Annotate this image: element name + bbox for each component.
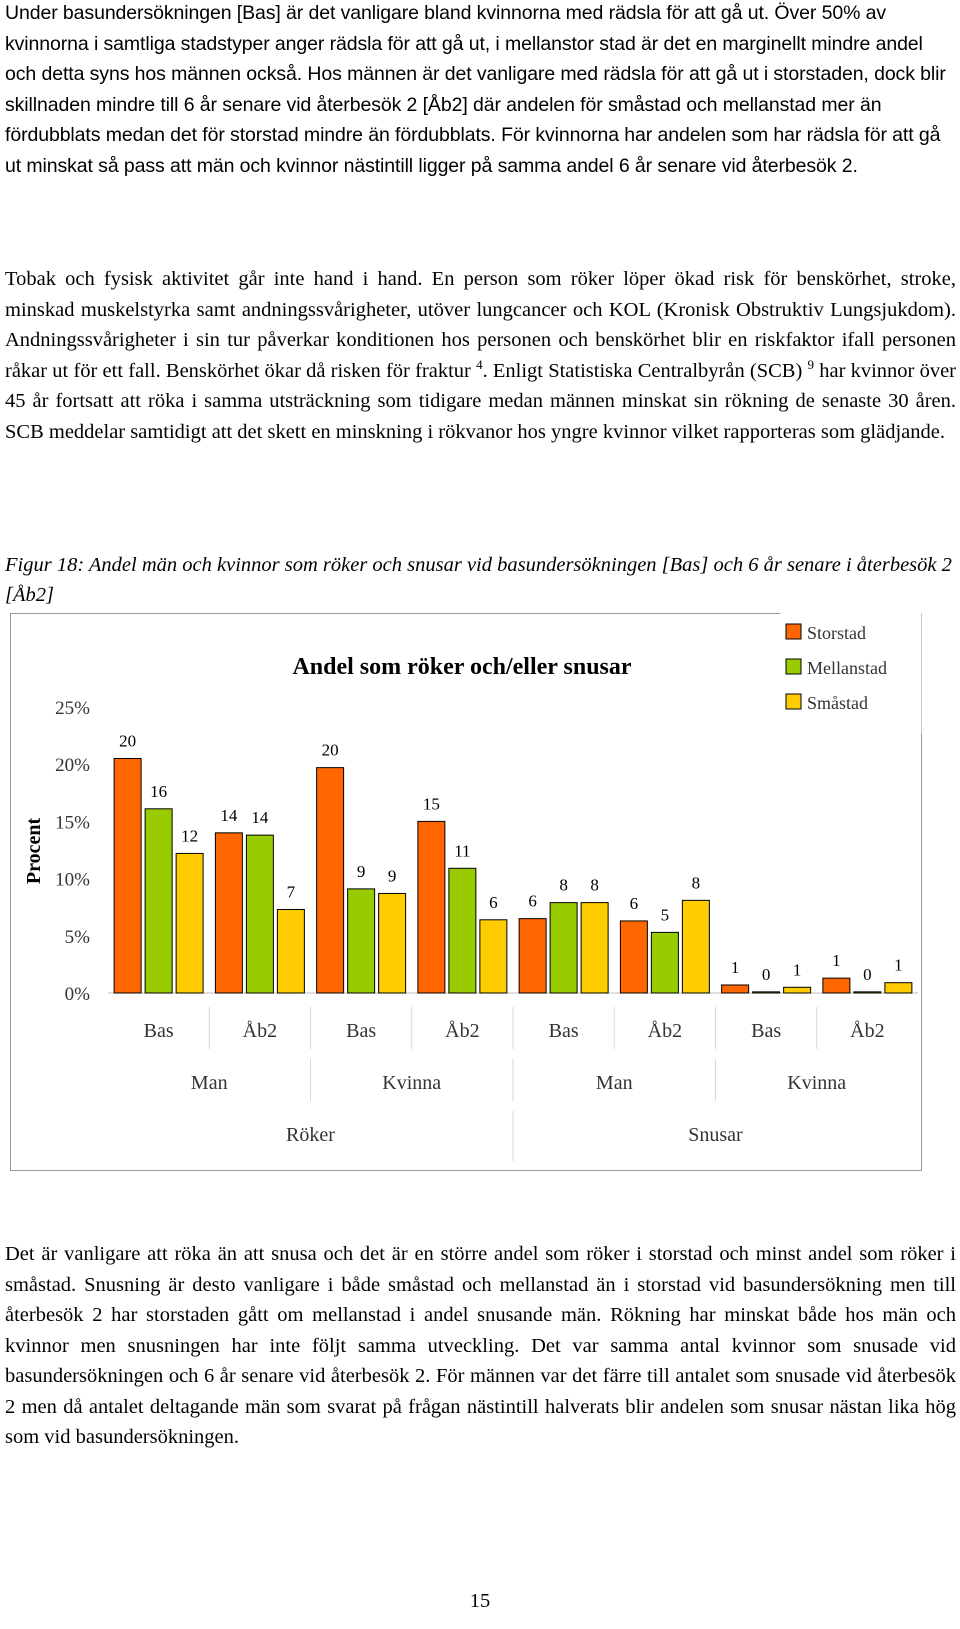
legend-swatch — [785, 623, 802, 640]
bar-value-label: 6 — [528, 892, 537, 911]
reference-4: 4 — [476, 356, 483, 372]
legend-swatch — [785, 693, 802, 710]
bar-value-label: 1 — [731, 958, 740, 977]
x-category-label: Bas — [751, 1020, 781, 1042]
bar-value-label: 16 — [150, 782, 167, 801]
bar — [316, 767, 345, 994]
bar — [417, 820, 446, 994]
bar-value-label: 6 — [489, 893, 498, 912]
legend-label: Storstad — [807, 623, 866, 643]
x-supergroup-label: Snusar — [688, 1124, 743, 1146]
bar — [518, 918, 547, 994]
bar — [175, 852, 204, 994]
bar-value-label: 20 — [119, 731, 136, 750]
bar — [378, 892, 407, 994]
bar-value-label: 1 — [832, 951, 841, 970]
paragraph-tobacco-text-b: . Enligt Statistiska Centralbyrån (SCB) — [482, 359, 808, 382]
reference-9: 9 — [807, 356, 815, 372]
bar — [214, 832, 243, 994]
bar-value-label: 1 — [894, 956, 903, 975]
x-category-label: Bas — [346, 1020, 376, 1042]
x-category-label: Bas — [549, 1020, 579, 1042]
bar — [884, 982, 913, 994]
y-tick-label: 0% — [65, 984, 91, 1005]
bar-value-label: 5 — [661, 905, 670, 924]
bar — [113, 757, 142, 994]
x-supergroup-label: Röker — [286, 1124, 335, 1146]
chart-title: Andel som röker och/eller snusar — [292, 654, 631, 680]
paragraph-tobacco-text-a: Tobak och fysisk aktivitet går inte hand… — [5, 268, 956, 382]
bar — [144, 808, 173, 994]
legend-label: Mellanstad — [807, 658, 887, 678]
x-group-label: Man — [191, 1072, 228, 1094]
paragraph-tobacco: Tobak och fysisk aktivitet går inte hand… — [5, 264, 956, 447]
bar-value-label: 0 — [863, 965, 872, 984]
x-category-label: Bas — [144, 1020, 174, 1042]
bar — [721, 984, 750, 994]
bar — [752, 991, 781, 994]
y-tick-label: 10% — [55, 870, 90, 891]
y-tick-label: 5% — [65, 927, 91, 948]
bar-value-label: 12 — [181, 826, 198, 845]
bar-value-label: 8 — [692, 873, 701, 892]
y-tick-label: 25% — [55, 698, 90, 719]
bar — [276, 908, 305, 994]
y-tick-label: 20% — [55, 755, 90, 776]
bar-value-label: 0 — [762, 965, 771, 984]
page-number: 15 — [469, 1590, 491, 1612]
bar — [650, 931, 679, 994]
bar — [580, 902, 609, 994]
bar-value-label: 20 — [322, 741, 339, 760]
y-tick-label: 15% — [55, 812, 90, 833]
bar — [619, 920, 648, 994]
x-group-label: Man — [596, 1072, 633, 1094]
bar-value-label: 9 — [388, 866, 397, 885]
bar — [448, 867, 477, 994]
bar — [822, 977, 851, 994]
paragraph-smoking-snus: Det är vanligare att röka än att snusa o… — [5, 1243, 956, 1448]
bar-value-label: 11 — [454, 841, 470, 860]
paragraph-fear: Under basundersökningen [Bas] är det van… — [5, 2, 946, 177]
bar — [347, 888, 376, 994]
bar — [245, 834, 274, 994]
bar-value-label: 8 — [559, 876, 568, 895]
figure-caption: Figur 18: Andel män och kvinnor som röke… — [5, 554, 952, 606]
x-group-label: Kvinna — [382, 1072, 441, 1094]
bar — [549, 902, 578, 994]
bar-value-label: 7 — [287, 882, 296, 901]
x-category-label: Åb2 — [850, 1020, 884, 1042]
bar-value-label: 1 — [793, 960, 802, 979]
bar — [681, 899, 710, 994]
paragraph-tobacco-text-c: har kvinnor över 45 år fortsatt att röka… — [5, 359, 957, 443]
bar-value-label: 9 — [357, 862, 366, 881]
bar-value-label: 8 — [590, 876, 599, 895]
y-axis-label: Procent — [23, 818, 45, 885]
bar-value-label: 6 — [630, 894, 639, 913]
legend-label: Småstad — [807, 693, 868, 713]
x-category-label: Åb2 — [648, 1020, 682, 1042]
legend-box — [780, 613, 922, 734]
x-category-label: Åb2 — [243, 1020, 277, 1042]
legend-swatch — [785, 658, 802, 675]
bar — [479, 919, 508, 994]
bar — [853, 991, 882, 994]
bar-value-label: 15 — [423, 794, 440, 813]
bar — [783, 986, 812, 994]
bar-value-label: 14 — [220, 806, 238, 825]
x-category-label: Åb2 — [445, 1020, 479, 1042]
bar-value-label: 14 — [251, 808, 269, 827]
x-group-label: Kvinna — [787, 1072, 846, 1094]
